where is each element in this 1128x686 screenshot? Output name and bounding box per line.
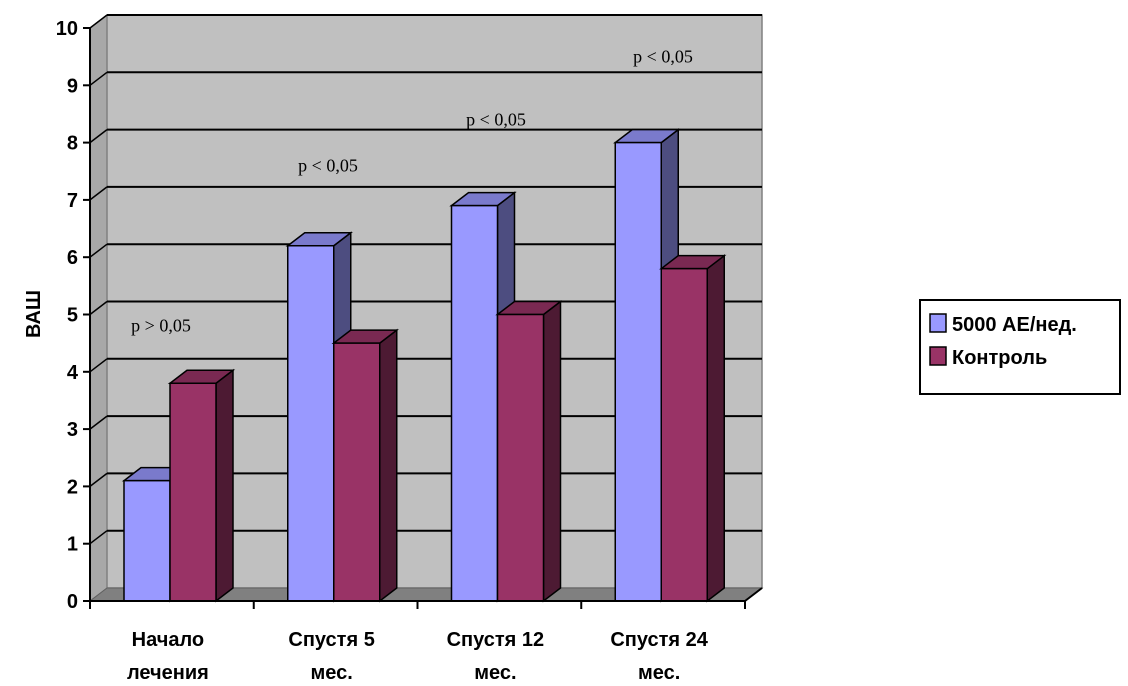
bar-front bbox=[450, 204, 499, 602]
bar-front bbox=[333, 342, 381, 602]
y-tick-label: 9 bbox=[67, 75, 78, 97]
bar bbox=[167, 368, 236, 603]
y-tick-label: 5 bbox=[67, 305, 78, 327]
gridline-side bbox=[89, 530, 108, 545]
gridline-side bbox=[89, 358, 108, 373]
bar-front bbox=[660, 267, 708, 602]
x-category-labels: Начало лечения Спустя 5 мес. Спустя 12 мес. Сп… bbox=[127, 629, 709, 684]
y-tick-labels: 0 1 2 3 4 5 6 7 8 9 10 bbox=[56, 18, 79, 613]
y-tick-label: 1 bbox=[67, 534, 78, 556]
gridline-side bbox=[89, 129, 108, 144]
legend: 5000 АЕ/нед. Контроль bbox=[919, 299, 1121, 395]
bar-side bbox=[706, 254, 725, 603]
legend-box bbox=[919, 299, 1121, 395]
bar-front bbox=[123, 479, 171, 602]
y-tick-label: 4 bbox=[67, 362, 79, 384]
bar bbox=[495, 299, 563, 603]
bar-side bbox=[379, 328, 398, 603]
bar-front bbox=[287, 244, 335, 602]
legend-label: 5000 АЕ/нед. bbox=[952, 314, 1077, 336]
legend-label: Контроль bbox=[952, 347, 1047, 369]
y-tick-label: 10 bbox=[56, 18, 78, 40]
p-value-annotation: p < 0,05 bbox=[298, 155, 358, 175]
gridline-side bbox=[89, 415, 108, 430]
y-tick-label: 7 bbox=[67, 190, 78, 212]
bar-side bbox=[542, 299, 562, 603]
y-axis-title: ВАШ bbox=[23, 290, 45, 338]
gridline-side bbox=[89, 186, 108, 201]
legend-swatch bbox=[929, 313, 947, 333]
x-category-label: Спустя 24 мес. bbox=[610, 629, 708, 684]
x-category-label: Начало лечения bbox=[127, 629, 209, 684]
y-tick-label: 6 bbox=[67, 247, 78, 269]
bar-front bbox=[614, 141, 662, 602]
annotations: p > 0,05 p < 0,05 p < 0,05 p < 0,05 bbox=[131, 46, 693, 335]
x-category-label: Спустя 12 мес. bbox=[447, 629, 545, 684]
p-value-annotation: p < 0,05 bbox=[466, 109, 526, 129]
axes bbox=[83, 27, 763, 609]
bars bbox=[121, 128, 727, 603]
gridline-side bbox=[89, 472, 108, 487]
bar-side bbox=[215, 368, 234, 603]
y-tick-label: 2 bbox=[67, 476, 78, 498]
p-value-annotation: p < 0,05 bbox=[633, 46, 693, 66]
bar-front bbox=[169, 382, 217, 602]
bar bbox=[331, 328, 399, 603]
gridline-side bbox=[89, 243, 108, 258]
gridline-side bbox=[89, 71, 108, 86]
y-tick-label: 0 bbox=[67, 591, 78, 613]
p-value-annotation: p > 0,05 bbox=[131, 316, 191, 336]
y-tick-label: 3 bbox=[67, 419, 78, 441]
x-axis-depth bbox=[744, 587, 763, 602]
bar bbox=[659, 254, 727, 603]
bar-front bbox=[496, 313, 545, 602]
gridline-side bbox=[89, 14, 108, 29]
gridline-side bbox=[89, 300, 108, 316]
x-category-label: Спустя 5 мес. bbox=[288, 629, 374, 684]
legend-swatch bbox=[929, 346, 947, 366]
y-tick-label: 8 bbox=[67, 133, 78, 155]
